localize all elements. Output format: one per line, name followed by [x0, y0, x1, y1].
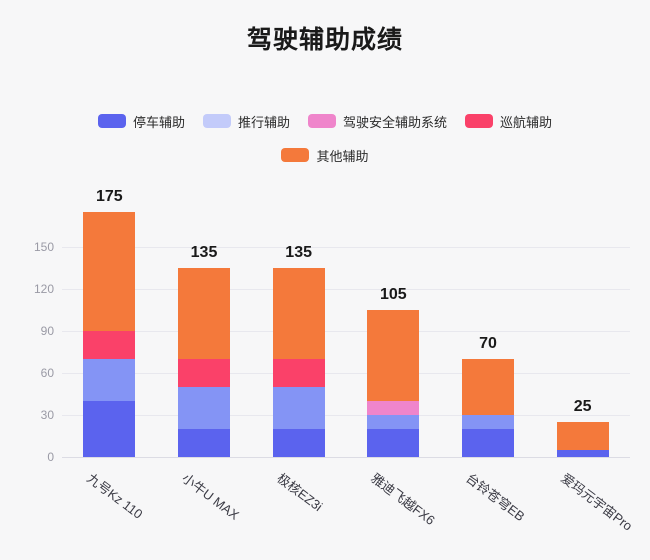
bar-segment[interactable]: [83, 358, 136, 401]
gridline-120: [62, 288, 630, 290]
legend-label-parking: 停车辅助: [132, 114, 185, 130]
bar-segment[interactable]: [83, 211, 136, 331]
bar-group[interactable]: 175: [83, 188, 136, 457]
bar-segment[interactable]: [178, 428, 230, 457]
bar-total-label: 135: [285, 243, 313, 261]
bar-segment[interactable]: [462, 414, 514, 429]
legend-swatch-cruise: [465, 114, 494, 128]
plot-area: 175 135 135 105 70 25: [62, 188, 630, 458]
bar-segment[interactable]: [272, 428, 325, 457]
x-tick-label: 九号Kz 110: [84, 470, 146, 522]
chart-legend: 停车辅助 推行辅助 驾驶安全辅助系统 巡航辅助 其他辅助: [0, 108, 650, 168]
bar-segment[interactable]: [272, 267, 325, 359]
legend-swatch-walk: [202, 114, 231, 128]
x-tick-label: 爱玛元宇宙Pro: [557, 470, 635, 534]
legend-row-secondary: 其他辅助: [0, 142, 650, 168]
bar-segment[interactable]: [83, 330, 136, 359]
gridline-30: [62, 414, 630, 416]
bar-segment[interactable]: [462, 428, 514, 457]
legend-item-safety[interactable]: 驾驶安全辅助系统: [308, 108, 447, 134]
bar-total-label: 70: [479, 334, 497, 352]
bar-group[interactable]: 105: [367, 223, 420, 457]
x-tick-label: 极核EZ3i: [273, 470, 325, 515]
bar-segment[interactable]: [178, 386, 230, 429]
y-tick-label: 0: [47, 450, 54, 464]
bar-segment[interactable]: [178, 267, 230, 359]
bar-segment[interactable]: [272, 358, 325, 387]
bar-stack[interactable]: [272, 267, 325, 457]
legend-row-primary: 停车辅助 推行辅助 驾驶安全辅助系统 巡航辅助: [0, 108, 650, 134]
gridline-0: [62, 457, 630, 458]
bar-total-label: 25: [573, 397, 592, 415]
bar-segment[interactable]: [272, 386, 325, 429]
legend-item-other[interactable]: 其他辅助: [281, 142, 369, 168]
y-tick-label: 150: [33, 239, 54, 254]
legend-item-walk[interactable]: 推行辅助: [202, 108, 290, 134]
bar-segment[interactable]: [367, 428, 420, 457]
legend-label-cruise: 巡航辅助: [500, 114, 553, 130]
bar-total-label: 175: [95, 187, 123, 205]
bar-segment[interactable]: [83, 400, 136, 457]
legend-swatch-other: [281, 148, 310, 162]
legend-swatch-parking: [97, 114, 126, 128]
legend-label-safety: 驾驶安全辅助系统: [343, 114, 448, 130]
bar-segment[interactable]: [367, 414, 420, 429]
bar-stack[interactable]: [367, 309, 420, 457]
bar-group[interactable]: 135: [178, 223, 230, 457]
bar-stack[interactable]: [178, 267, 230, 457]
bar-total-label: 135: [190, 243, 218, 261]
y-tick-label: 60: [40, 365, 54, 380]
legend-label-walk: 推行辅助: [237, 114, 290, 130]
x-axis: 九号Kz 110 小牛U MAX 极核EZ3i 雅迪飞越FX6 台铃苍穹EB 爱玛元宇宙P…: [62, 460, 634, 560]
bar-total-label: 105: [379, 285, 407, 303]
bar-segment[interactable]: [367, 400, 420, 415]
x-tick-label: 小牛U MAX: [179, 470, 242, 523]
bar-segment[interactable]: [178, 358, 230, 387]
bar-segment[interactable]: [462, 358, 514, 415]
bar-stack[interactable]: [462, 358, 514, 457]
y-tick-label: 90: [40, 323, 54, 338]
bar-group[interactable]: 135: [272, 223, 325, 457]
y-tick-label: 30: [40, 407, 54, 422]
gridline-90: [62, 330, 630, 332]
gridline-150: [62, 246, 630, 248]
legend-item-parking[interactable]: 停车辅助: [97, 108, 185, 134]
bar-stack[interactable]: [83, 211, 136, 457]
chart-title: 驾驶辅助成绩: [246, 26, 403, 54]
bar-group[interactable]: 70: [462, 223, 514, 457]
bar-segment[interactable]: [556, 450, 609, 457]
bar-stack[interactable]: [556, 421, 609, 457]
bar-segment[interactable]: [367, 309, 420, 401]
x-tick-label: 台铃苍穹EB: [463, 470, 528, 525]
bar-segment[interactable]: [556, 421, 609, 450]
legend-item-cruise[interactable]: 巡航辅助: [465, 108, 552, 134]
legend-label-other: 其他辅助: [316, 148, 369, 164]
y-tick-label: 120: [33, 281, 54, 296]
legend-swatch-safety: [308, 114, 336, 128]
x-tick-label: 雅迪飞越FX6: [368, 470, 439, 529]
bar-group[interactable]: 25: [556, 223, 609, 457]
gridline-60: [62, 372, 630, 374]
